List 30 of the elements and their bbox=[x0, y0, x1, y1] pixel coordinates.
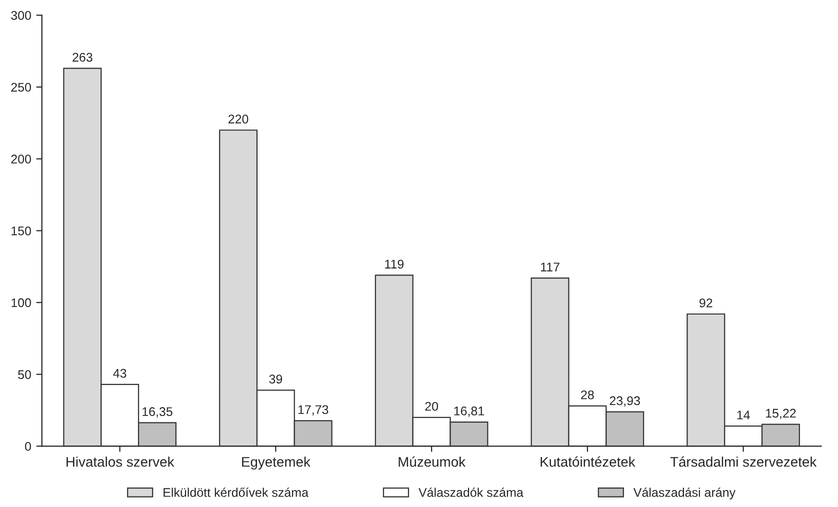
x-tick-label: Múzeumok bbox=[398, 456, 466, 467]
data-label: 15,22 bbox=[766, 408, 796, 420]
y-tick-label: 50 bbox=[18, 370, 31, 379]
data-label: 92 bbox=[700, 298, 712, 308]
y-tick-label: 150 bbox=[12, 226, 31, 236]
data-label: 28 bbox=[581, 390, 594, 400]
data-label: 16,35 bbox=[142, 407, 172, 418]
data-label: 220 bbox=[228, 114, 248, 124]
y-tick-label: 200 bbox=[11, 154, 31, 164]
legend-label: Válaszadók száma bbox=[418, 488, 524, 497]
x-tick-label: Társadalmi szervezetek bbox=[670, 456, 817, 467]
data-label: 263 bbox=[72, 52, 92, 62]
y-tick-label: 300 bbox=[11, 11, 31, 20]
data-label: 119 bbox=[385, 260, 404, 269]
legend-label: Elküldött kérdőívek száma bbox=[164, 488, 308, 497]
data-label: 117 bbox=[541, 262, 560, 272]
data-label: 20 bbox=[425, 402, 438, 411]
y-tick-label: 100 bbox=[12, 298, 31, 308]
legend-label: Válaszadási arány bbox=[633, 488, 736, 500]
data-label: 16,81 bbox=[454, 406, 484, 417]
data-label: 14 bbox=[737, 410, 750, 420]
data-label: 17,73 bbox=[298, 405, 328, 416]
x-tick-label: Egyetemek bbox=[242, 456, 310, 470]
y-tick-label: 250 bbox=[11, 82, 31, 92]
x-tick-label: Kutatóintézetek bbox=[540, 456, 636, 467]
data-label: 23,93 bbox=[610, 396, 640, 407]
data-label: 39 bbox=[269, 374, 282, 384]
y-tick-label: 0 bbox=[25, 442, 31, 451]
data-label: 43 bbox=[113, 368, 126, 378]
x-tick-label: Hivatalos szervek bbox=[66, 456, 174, 467]
